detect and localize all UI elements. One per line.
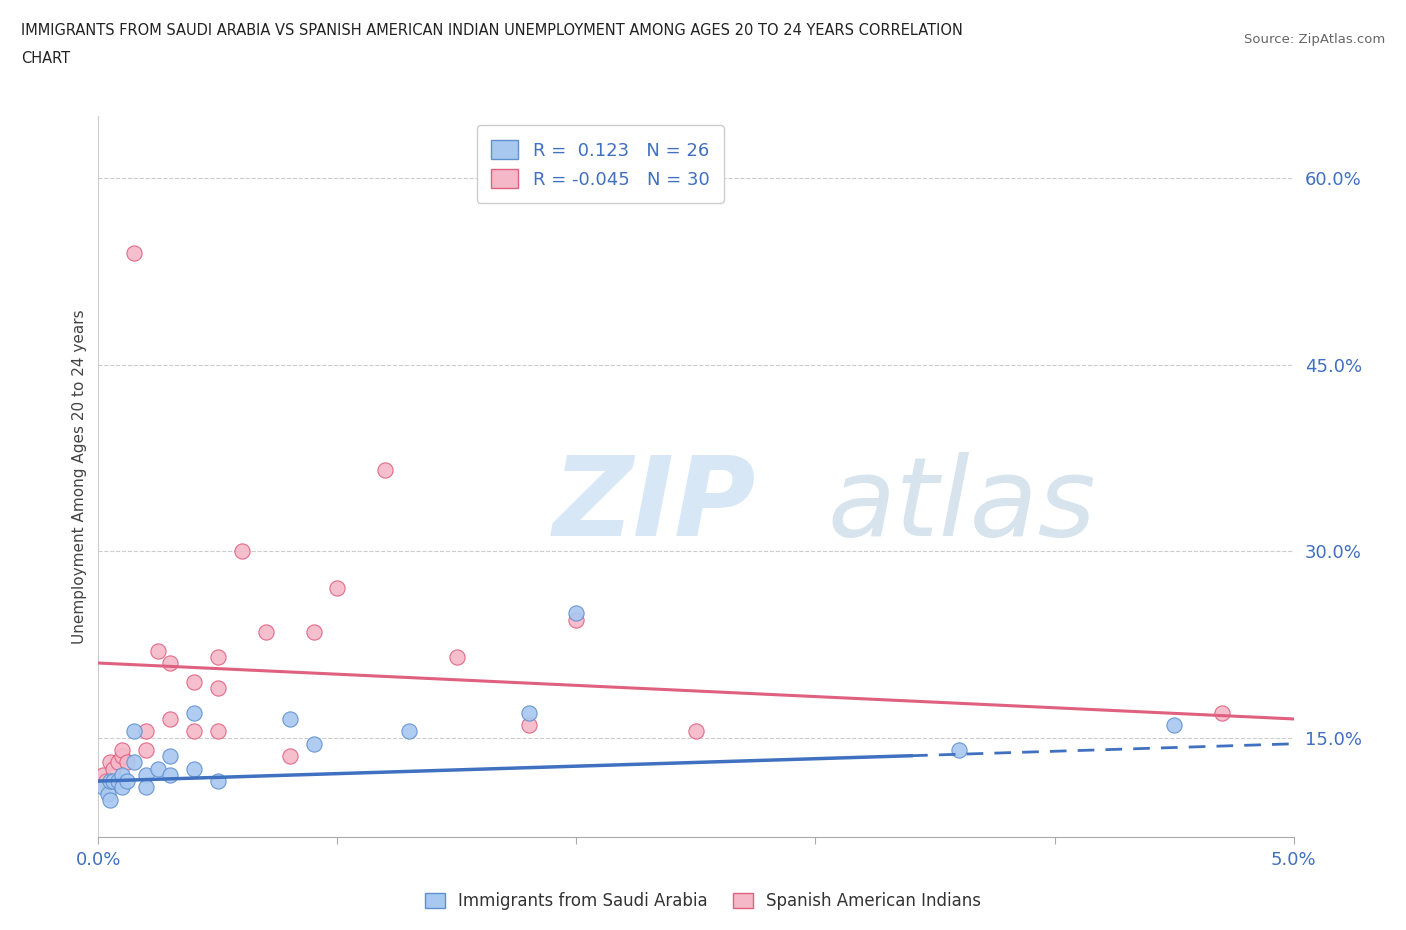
Point	[111, 767, 134, 782]
Point	[115, 755, 138, 770]
Text: CHART: CHART	[21, 51, 70, 66]
Text: ZIP: ZIP	[553, 452, 756, 559]
Point	[159, 749, 181, 764]
Point	[124, 246, 146, 260]
Y-axis label: Unemployment Among Ages 20 to 24 years: Unemployment Among Ages 20 to 24 years	[72, 310, 87, 644]
Point	[948, 742, 970, 757]
Point	[302, 737, 325, 751]
Legend: Immigrants from Saudi Arabia, Spanish American Indians: Immigrants from Saudi Arabia, Spanish Am…	[418, 885, 988, 917]
Point	[111, 742, 134, 757]
Point	[254, 625, 277, 640]
Point	[183, 762, 205, 777]
Point	[98, 774, 122, 789]
Point	[91, 780, 114, 795]
Point	[302, 625, 325, 640]
Point	[159, 711, 181, 726]
Point	[101, 774, 124, 789]
Point	[111, 780, 134, 795]
Point	[135, 780, 157, 795]
Point	[135, 767, 157, 782]
Point	[107, 755, 129, 770]
Point	[111, 749, 134, 764]
Point	[98, 755, 122, 770]
Point	[398, 724, 420, 738]
Point	[183, 674, 205, 689]
Legend: R =  0.123   N = 26, R = -0.045   N = 30: R = 0.123 N = 26, R = -0.045 N = 30	[477, 126, 724, 203]
Point	[1163, 718, 1185, 733]
Point	[159, 656, 181, 671]
Point	[115, 774, 138, 789]
Point	[159, 767, 181, 782]
Point	[278, 749, 301, 764]
Point	[1211, 705, 1233, 720]
Point	[135, 742, 157, 757]
Point	[446, 649, 468, 664]
Point	[207, 724, 229, 738]
Point	[148, 762, 170, 777]
Point	[148, 644, 170, 658]
Text: atlas: atlas	[827, 452, 1097, 559]
Point	[517, 718, 540, 733]
Point	[91, 767, 114, 782]
Point	[207, 649, 229, 664]
Point	[565, 605, 588, 620]
Point	[183, 705, 205, 720]
Point	[124, 755, 146, 770]
Text: Source: ZipAtlas.com: Source: ZipAtlas.com	[1244, 33, 1385, 46]
Point	[207, 681, 229, 696]
Point	[183, 724, 205, 738]
Point	[685, 724, 707, 738]
Point	[107, 774, 129, 789]
Point	[94, 774, 117, 789]
Text: IMMIGRANTS FROM SAUDI ARABIA VS SPANISH AMERICAN INDIAN UNEMPLOYMENT AMONG AGES : IMMIGRANTS FROM SAUDI ARABIA VS SPANISH …	[21, 23, 963, 38]
Point	[98, 792, 122, 807]
Point	[97, 786, 120, 801]
Point	[326, 581, 349, 596]
Point	[517, 705, 540, 720]
Point	[101, 762, 124, 777]
Point	[278, 711, 301, 726]
Point	[565, 612, 588, 627]
Point	[374, 463, 396, 478]
Point	[124, 724, 146, 738]
Point	[207, 774, 229, 789]
Point	[231, 544, 253, 559]
Point	[135, 724, 157, 738]
